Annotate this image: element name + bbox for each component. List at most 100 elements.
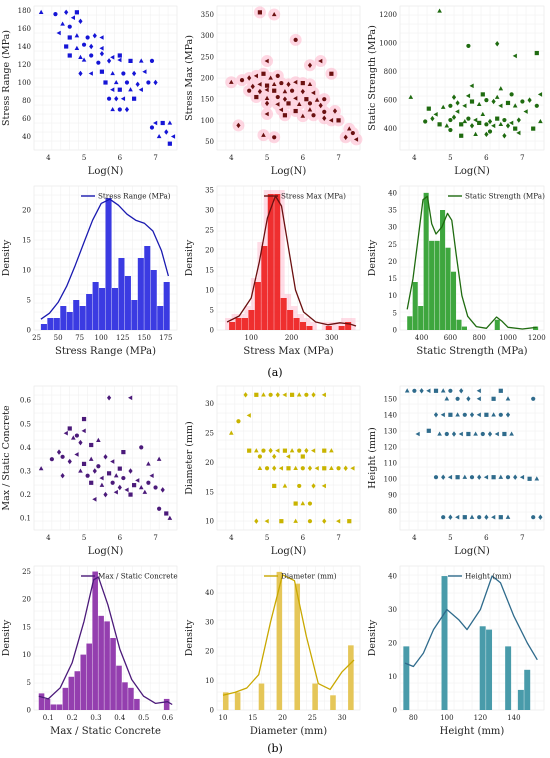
histogram-bar-1 <box>412 282 418 330</box>
histogram-bar-19 <box>524 669 531 710</box>
y-tick-label: 20 <box>22 596 31 604</box>
x-tick-label: 80 <box>409 714 418 722</box>
data-point-14 <box>247 448 252 453</box>
x-axis-label: Log(N) <box>454 546 490 557</box>
y-tick-label: 120 <box>384 443 397 451</box>
data-point-21 <box>85 473 90 478</box>
data-point-42 <box>343 465 348 472</box>
histogram-bar-11 <box>104 621 110 710</box>
data-point-54 <box>279 519 284 524</box>
data-point-9 <box>498 388 503 393</box>
data-point-49 <box>459 133 464 138</box>
data-point-51 <box>487 129 493 134</box>
data-point-0 <box>437 8 442 13</box>
data-point-4 <box>254 392 259 397</box>
data-point-19 <box>282 448 288 453</box>
y-tick-label: 40 <box>388 189 397 197</box>
x-axis-label: Log(N) <box>88 546 124 557</box>
data-point-34 <box>132 483 137 488</box>
data-point-46 <box>311 113 316 118</box>
histogram-bar-1 <box>235 318 242 330</box>
data-point-35 <box>138 484 144 490</box>
data-point-55 <box>146 461 151 466</box>
data-point-21 <box>297 448 302 453</box>
histogram-bar-4 <box>66 312 73 330</box>
data-point-0 <box>228 79 234 84</box>
y-tick-label: 10 <box>205 677 214 685</box>
x-tick-label: 5 <box>448 534 452 542</box>
data-point-37 <box>487 431 493 437</box>
x-tick-label: 100 <box>95 334 108 342</box>
data-point-0 <box>228 430 234 435</box>
y-tick-label: 0.3 <box>20 467 31 475</box>
histogram-bar-16 <box>494 319 500 330</box>
x-tick-label: 175 <box>159 334 172 342</box>
y-tick-label: 25 <box>205 430 214 438</box>
data-point-1 <box>239 78 245 83</box>
data-point-25 <box>113 473 119 478</box>
x-axis-label: Max / Static Concrete <box>50 726 161 737</box>
histogram-bar-6 <box>79 306 86 330</box>
height-scatter: 4 5 6 7 80 90 100 110 120 130 140 150 Log(N) Height (… <box>367 385 545 557</box>
histogram-bar-9 <box>92 571 98 710</box>
data-point-50 <box>473 131 478 136</box>
data-point-10 <box>271 81 277 87</box>
data-point-34 <box>466 431 471 437</box>
x-axis-label: Stress Range (MPa) <box>55 346 156 357</box>
x-tick-label: 10 <box>218 714 227 722</box>
histogram-bar-2 <box>234 692 241 710</box>
data-point-56 <box>441 515 446 520</box>
data-point-22 <box>99 50 105 57</box>
data-point-30 <box>437 431 442 436</box>
legend-label: Stress Range (MPa) <box>98 192 171 201</box>
static-strength-scatter: 4 5 6 7 400 600 800 1000 1200 Log(N) Static Streng… <box>367 5 545 177</box>
x-tick-label: 7 <box>336 534 340 542</box>
scatter-points <box>38 9 176 146</box>
data-point-43 <box>447 474 453 480</box>
data-point-11 <box>448 117 453 123</box>
histogram-bar-10 <box>98 615 104 710</box>
data-point-50 <box>346 126 352 131</box>
data-point-30 <box>314 97 320 102</box>
data-point-14 <box>64 44 69 49</box>
y-tick-label: 0 <box>210 327 214 335</box>
histogram-bar-1 <box>47 318 54 330</box>
data-point-5 <box>408 94 414 99</box>
data-point-63 <box>469 83 474 89</box>
data-point-22 <box>469 412 475 418</box>
data-point-2 <box>495 41 500 47</box>
data-point-35 <box>293 465 298 470</box>
data-point-56 <box>293 37 298 42</box>
x-tick-label: 800 <box>473 334 486 342</box>
data-point-59 <box>329 71 334 76</box>
x-axis-label: Height (mm) <box>440 726 505 737</box>
data-point-36 <box>480 431 485 437</box>
data-point-5 <box>440 388 446 393</box>
data-point-16 <box>247 88 252 93</box>
data-point-38 <box>113 489 118 495</box>
y-tick-label: 90 <box>388 491 397 499</box>
data-point-53 <box>516 130 521 136</box>
data-point-61 <box>146 80 151 85</box>
x-tick-label: 6 <box>118 534 123 542</box>
data-point-58 <box>455 514 460 520</box>
data-point-18 <box>264 87 269 93</box>
data-point-37 <box>103 491 108 498</box>
x-tick-label: 6 <box>301 534 306 542</box>
data-point-48 <box>120 96 126 102</box>
data-point-28 <box>117 57 122 63</box>
data-point-9 <box>437 122 442 127</box>
data-point-33 <box>88 71 93 76</box>
grid <box>33 385 178 531</box>
data-point-20 <box>289 448 295 453</box>
y-tick-label: 40 <box>388 573 397 581</box>
x-tick-label: 5 <box>448 154 452 162</box>
data-point-39 <box>103 80 108 85</box>
data-point-33 <box>275 101 280 107</box>
data-point-10 <box>444 396 450 401</box>
grid <box>216 185 361 331</box>
data-point-22 <box>304 447 309 454</box>
x-tick-label: 15 <box>248 714 257 722</box>
data-point-60 <box>261 132 266 137</box>
histogram-bar-11 <box>111 288 119 330</box>
